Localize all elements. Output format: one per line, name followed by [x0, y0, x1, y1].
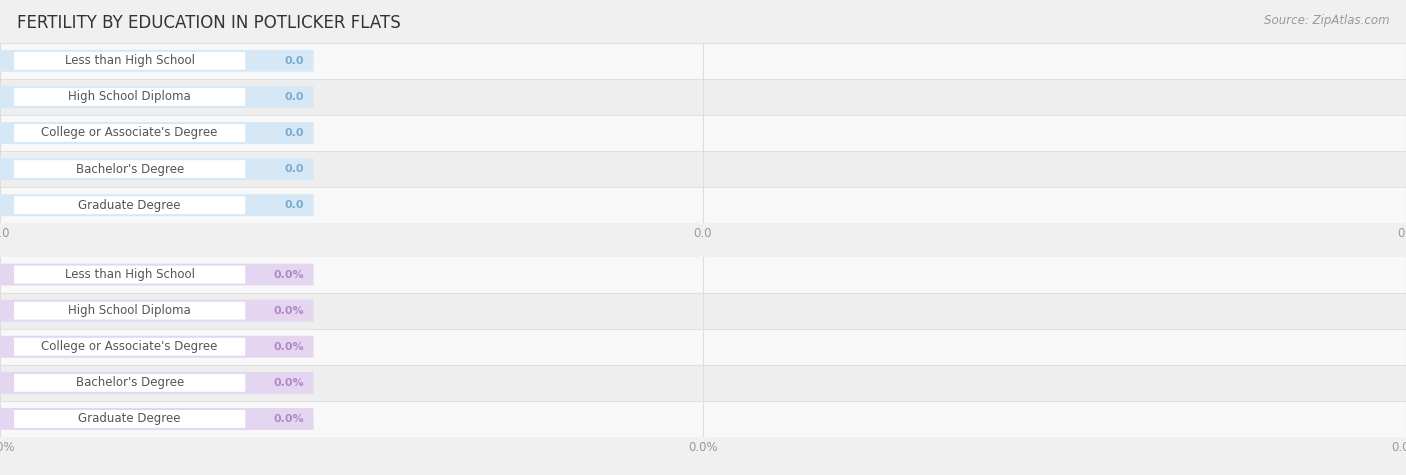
Bar [0, 256, 1406, 293]
Text: Graduate Degree: Graduate Degree [79, 199, 181, 212]
Bar [0, 293, 1406, 329]
FancyBboxPatch shape [14, 338, 245, 356]
Bar [0, 79, 1406, 115]
Text: College or Associate's Degree: College or Associate's Degree [41, 126, 218, 140]
FancyBboxPatch shape [0, 194, 314, 216]
Text: 0.0: 0.0 [284, 92, 304, 102]
Bar [0, 401, 1406, 437]
FancyBboxPatch shape [0, 50, 314, 72]
Text: 0.0: 0.0 [284, 128, 304, 138]
Text: 0.0%: 0.0% [273, 342, 304, 352]
Text: 0.0: 0.0 [284, 56, 304, 66]
FancyBboxPatch shape [14, 88, 245, 106]
Bar [0, 115, 1406, 151]
Text: Bachelor's Degree: Bachelor's Degree [76, 162, 184, 176]
FancyBboxPatch shape [14, 160, 245, 178]
FancyBboxPatch shape [14, 266, 245, 284]
Text: Less than High School: Less than High School [65, 54, 194, 67]
Text: Bachelor's Degree: Bachelor's Degree [76, 376, 184, 390]
FancyBboxPatch shape [14, 302, 245, 320]
Text: 0.0%: 0.0% [273, 269, 304, 280]
Text: High School Diploma: High School Diploma [69, 304, 191, 317]
FancyBboxPatch shape [14, 52, 245, 70]
Bar [0, 43, 1406, 79]
Text: FERTILITY BY EDUCATION IN POTLICKER FLATS: FERTILITY BY EDUCATION IN POTLICKER FLAT… [17, 14, 401, 32]
FancyBboxPatch shape [0, 264, 314, 285]
FancyBboxPatch shape [0, 122, 314, 144]
FancyBboxPatch shape [14, 374, 245, 392]
Bar [0, 365, 1406, 401]
FancyBboxPatch shape [0, 336, 314, 358]
FancyBboxPatch shape [14, 196, 245, 214]
Text: High School Diploma: High School Diploma [69, 90, 191, 104]
FancyBboxPatch shape [0, 158, 314, 180]
Text: 0.0: 0.0 [284, 200, 304, 210]
FancyBboxPatch shape [14, 124, 245, 142]
Text: 0.0%: 0.0% [273, 305, 304, 316]
FancyBboxPatch shape [0, 372, 314, 394]
Text: 0.0: 0.0 [284, 164, 304, 174]
FancyBboxPatch shape [14, 410, 245, 428]
Bar [0, 187, 1406, 223]
FancyBboxPatch shape [0, 86, 314, 108]
Text: Less than High School: Less than High School [65, 268, 194, 281]
Text: Source: ZipAtlas.com: Source: ZipAtlas.com [1264, 14, 1389, 27]
Text: Graduate Degree: Graduate Degree [79, 412, 181, 426]
Bar [0, 329, 1406, 365]
Text: 0.0%: 0.0% [273, 378, 304, 388]
FancyBboxPatch shape [0, 408, 314, 430]
Text: 0.0%: 0.0% [273, 414, 304, 424]
Bar [0, 151, 1406, 187]
Text: College or Associate's Degree: College or Associate's Degree [41, 340, 218, 353]
FancyBboxPatch shape [0, 300, 314, 322]
